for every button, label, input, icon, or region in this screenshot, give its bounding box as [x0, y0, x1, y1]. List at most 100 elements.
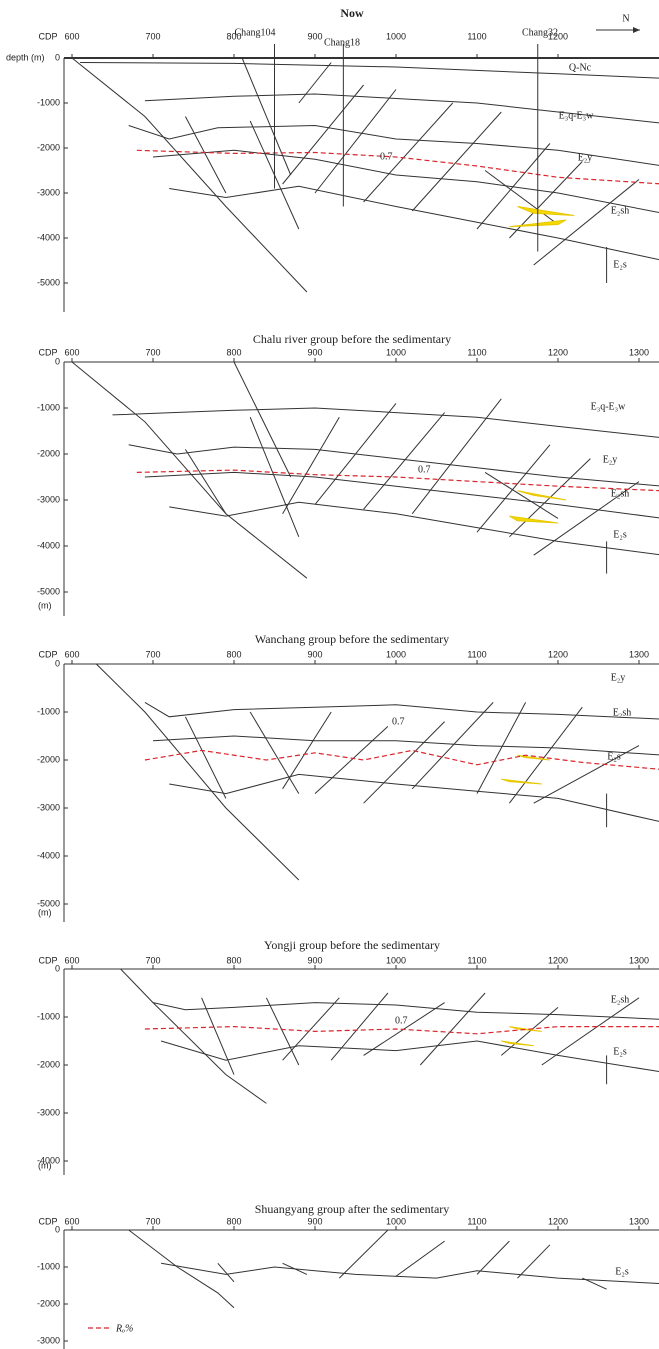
fault: [330, 992, 389, 1061]
x-tick-label: 1300: [629, 1216, 649, 1226]
fault: [217, 1262, 235, 1283]
x-tick-label: 1300: [629, 649, 649, 659]
x-tick-label: 1300: [629, 347, 649, 357]
x-tick-label: 1100: [467, 955, 486, 965]
fault: [517, 1244, 551, 1279]
y-tick-label: 0: [55, 963, 60, 973]
y-tick-label: -3000: [37, 494, 60, 504]
y-tick-label: 0: [55, 52, 60, 62]
x-tick-label: 700: [145, 347, 160, 357]
fault: [476, 444, 551, 533]
fault: [282, 84, 364, 185]
y-tick-label: -2000: [37, 754, 60, 764]
y-tick-label: 0: [55, 658, 60, 668]
x-tick-label: 900: [307, 1216, 322, 1226]
fault: [184, 449, 227, 515]
fault: [533, 481, 640, 556]
fault: [500, 1007, 559, 1056]
y-tick-label: -1000: [37, 402, 60, 412]
ro-line: [144, 1025, 659, 1035]
y-tick-label: -5000: [37, 586, 60, 596]
x-tick-label: 1200: [548, 31, 568, 41]
x-tick-label: 1200: [548, 649, 568, 659]
ro-line: [144, 749, 659, 770]
y-tick-label: -4000: [37, 540, 60, 550]
ro-line: [136, 469, 659, 492]
fault: [314, 403, 397, 505]
y-tick-label: -4000: [37, 1155, 60, 1165]
horizon: [152, 735, 659, 756]
fault: [582, 1277, 607, 1290]
fault: [395, 1240, 445, 1277]
x-tick-label: 600: [64, 649, 79, 659]
source-rock: [509, 515, 559, 524]
x-tick-label: 800: [226, 1216, 241, 1226]
layer-label: E₂sh: [611, 205, 630, 216]
fault: [541, 997, 640, 1066]
ro-label: 0.7: [395, 1015, 408, 1026]
ro-label: 0.7: [418, 464, 431, 475]
x-tick-label: 1200: [548, 1216, 568, 1226]
basin-fault: [128, 1229, 235, 1309]
fault: [298, 62, 332, 104]
fault: [282, 711, 332, 790]
source-rock: [501, 778, 542, 785]
fault: [201, 997, 235, 1075]
x-tick-label: 1100: [467, 649, 486, 659]
y-unit: (m): [38, 600, 52, 610]
x-axis-label: CDP: [38, 955, 57, 965]
layer-label: E₂s: [613, 259, 627, 270]
x-tick-label: 1000: [386, 649, 406, 659]
layer-label: E₂sh: [613, 707, 632, 718]
fault: [314, 726, 389, 794]
fault: [363, 412, 445, 510]
ro-line: [136, 149, 659, 185]
y-tick-label: -2000: [37, 142, 60, 152]
fault: [249, 417, 300, 537]
basin-fault: [120, 968, 267, 1104]
fault: [233, 361, 292, 478]
north-arrow-head: [633, 27, 640, 33]
x-tick-label: 600: [64, 31, 79, 41]
ro-label: 0.7: [392, 716, 405, 727]
horizon: [152, 149, 659, 213]
x-tick-label: 1000: [386, 347, 406, 357]
source-rock: [517, 490, 567, 501]
x-tick-label: 900: [307, 347, 322, 357]
y-unit: depth (m): [6, 52, 45, 62]
layer-label: E₂sh: [611, 994, 630, 1005]
y-tick-label: -1000: [37, 1261, 60, 1271]
north-label: N: [622, 13, 629, 24]
y-tick-label: -2000: [37, 1059, 60, 1069]
y-tick-label: -1000: [37, 97, 60, 107]
layer-label: E₂sh: [611, 488, 630, 499]
fault: [282, 997, 340, 1061]
y-tick-label: -1000: [37, 706, 60, 716]
horizon: [160, 1040, 659, 1073]
x-tick-label: 900: [307, 31, 322, 41]
layer-label: E₂s: [613, 1046, 627, 1057]
fault: [411, 398, 502, 515]
y-tick-label: -5000: [37, 898, 60, 908]
layer-label: E₃q-E₃w: [591, 401, 627, 412]
y-tick-label: -3000: [37, 1335, 60, 1345]
horizon: [169, 185, 659, 261]
well-label: Chang18: [324, 37, 360, 48]
layer-label: E₂y: [578, 152, 593, 163]
horizon: [161, 1262, 659, 1284]
basin-fault: [95, 663, 300, 881]
source-rock: [501, 1040, 534, 1047]
x-tick-label: 700: [145, 649, 160, 659]
layer-label: E₂y: [603, 454, 618, 465]
source-rock: [509, 1026, 542, 1032]
fault: [411, 111, 502, 212]
y-tick-label: -3000: [37, 802, 60, 812]
basin-fault: [71, 361, 308, 579]
x-tick-label: 1200: [548, 347, 568, 357]
fault: [282, 1262, 308, 1275]
fault: [533, 179, 640, 266]
horizon: [152, 1002, 659, 1020]
fault: [241, 57, 292, 176]
fault: [249, 711, 300, 794]
x-axis-label: CDP: [38, 649, 57, 659]
